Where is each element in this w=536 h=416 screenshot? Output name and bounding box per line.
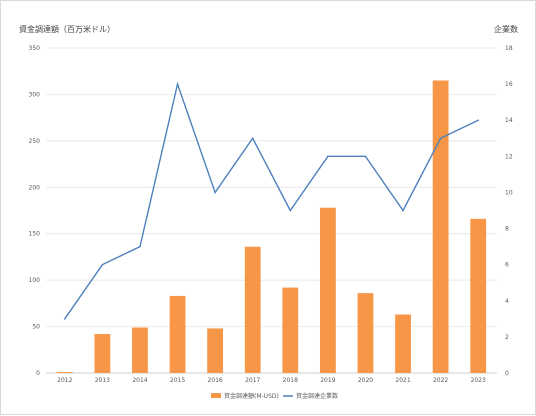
left-tick-label: 350 <box>29 45 41 52</box>
bar-2018 <box>282 287 299 373</box>
x-tick-label: 2016 <box>207 377 222 384</box>
line-point-2016 <box>214 191 216 194</box>
gridlines <box>46 47 497 374</box>
bar-2019 <box>319 207 336 373</box>
line-point-2021 <box>402 209 404 212</box>
x-tick-label: 2020 <box>358 377 373 384</box>
right-tick-label: 18 <box>505 45 513 52</box>
line-point-2023 <box>477 119 480 122</box>
left-tick-label: 200 <box>29 184 41 191</box>
legend-bar-swatch <box>211 393 221 398</box>
left-tick-label: 50 <box>32 324 40 331</box>
left-tick-label: 100 <box>29 277 41 284</box>
right-tick-label: 16 <box>505 81 513 88</box>
right-tick-label: 4 <box>505 298 509 305</box>
right-tick-label: 12 <box>505 153 513 160</box>
x-tick-label: 2017 <box>245 377 260 384</box>
bar-2021 <box>395 314 411 373</box>
line-point-2017 <box>251 137 254 140</box>
legend-bar-label: 資金調達額(M-USD) <box>224 392 279 400</box>
bar-2022 <box>432 80 449 373</box>
bar-2012 <box>56 372 73 373</box>
line-point-2014 <box>139 245 141 248</box>
left-tick-label: 300 <box>29 91 41 98</box>
line-point-2013 <box>101 263 104 266</box>
x-tick-label: 2023 <box>471 377 486 384</box>
companies-line <box>64 81 479 320</box>
bar-series <box>56 80 487 373</box>
left-tick-label: 250 <box>29 138 41 145</box>
x-tick-label: 2019 <box>320 377 335 384</box>
right-tick-label: 0 <box>505 370 509 377</box>
line-point-2019 <box>327 155 329 158</box>
bar-2023 <box>470 218 487 373</box>
line-point-2018 <box>289 209 292 212</box>
x-tick-label: 2014 <box>132 377 147 384</box>
line-point-2020 <box>364 155 367 158</box>
line-point-2015 <box>176 83 179 85</box>
bar-2013 <box>94 334 111 373</box>
line-point-2012 <box>63 318 66 320</box>
legend: 資金調達額(M-USD) 資金調達企業数 <box>211 392 338 400</box>
left-axis-title: 資金調達額（百万米ドル） <box>19 24 115 34</box>
right-axis-ticks: 0 2 4 6 8 10 12 14 16 18 <box>505 45 513 377</box>
x-tick-label: 2018 <box>283 377 298 384</box>
bar-2016 <box>207 328 224 373</box>
bar-2020 <box>357 293 374 373</box>
bar-2017 <box>244 246 261 373</box>
left-tick-label: 0 <box>36 370 40 377</box>
x-tick-label: 2012 <box>57 377 72 384</box>
bar-2014 <box>132 327 148 373</box>
right-tick-label: 10 <box>505 189 513 196</box>
x-tick-label: 2022 <box>433 377 448 384</box>
line-point-2022 <box>439 137 442 140</box>
right-tick-label: 14 <box>505 117 513 124</box>
right-tick-label: 2 <box>505 334 509 341</box>
right-axis-title: 企業数 <box>494 24 518 34</box>
x-tick-label: 2013 <box>95 377 110 384</box>
left-tick-label: 150 <box>29 231 41 238</box>
x-tick-label: 2015 <box>170 377 185 384</box>
x-axis-ticks: 2012 2013 2014 2015 2016 2017 2018 2019 2020 2021… <box>57 377 486 384</box>
x-tick-label: 2021 <box>395 377 410 384</box>
left-axis-ticks: 0 50 100 150 200 250 300 350 <box>29 45 41 377</box>
right-tick-label: 8 <box>505 226 509 233</box>
line-series <box>63 81 480 320</box>
right-tick-label: 6 <box>505 262 509 269</box>
legend-line-label: 資金調達企業数 <box>296 392 338 400</box>
bar-2015 <box>169 295 186 373</box>
